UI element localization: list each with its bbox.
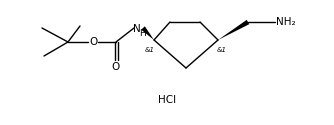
Text: NH₂: NH₂: [276, 17, 296, 27]
Polygon shape: [218, 20, 249, 40]
Text: O: O: [89, 37, 97, 47]
Text: N: N: [133, 24, 141, 34]
Text: &1: &1: [217, 47, 227, 53]
Polygon shape: [141, 26, 154, 40]
Text: H: H: [140, 30, 146, 38]
Text: &1: &1: [145, 47, 155, 53]
Text: HCl: HCl: [158, 95, 176, 105]
Text: O: O: [112, 62, 120, 72]
